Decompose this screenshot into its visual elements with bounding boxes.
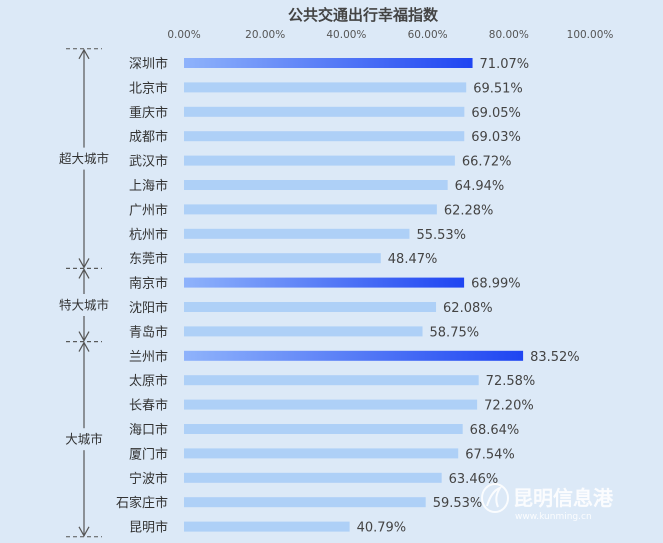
x-tick-label: 100.00% xyxy=(567,29,614,41)
chart-title: 公共交通出行幸福指数 xyxy=(288,6,439,24)
category-label: 东莞市 xyxy=(129,251,168,267)
value-label: 64.94% xyxy=(455,179,505,194)
bar xyxy=(184,131,465,142)
category-label: 兰州市 xyxy=(129,349,168,365)
category-label: 武汉市 xyxy=(129,154,168,170)
bar xyxy=(184,253,381,264)
category-label: 厦门市 xyxy=(129,446,168,462)
bar xyxy=(184,204,437,215)
category-label: 北京市 xyxy=(129,80,168,96)
category-label: 海口市 xyxy=(129,422,168,438)
value-label: 48.47% xyxy=(388,252,438,267)
bar-highlighted xyxy=(184,350,524,361)
value-label: 71.07% xyxy=(480,57,530,72)
watermark: 昆明信息港 www.kunming.cn xyxy=(481,483,614,522)
value-label: 83.52% xyxy=(530,350,580,365)
category-label: 杭州市 xyxy=(129,227,168,243)
category-label: 广州市 xyxy=(129,202,168,218)
value-label: 58.75% xyxy=(430,325,480,340)
bar xyxy=(184,106,465,117)
arrow-down-icon xyxy=(78,526,90,538)
value-label: 69.05% xyxy=(471,106,521,121)
category-label: 成都市 xyxy=(129,129,168,145)
bar xyxy=(184,155,455,166)
value-label: 68.64% xyxy=(470,423,520,438)
value-label: 72.20% xyxy=(484,399,534,414)
bars: 深圳市 71.07% 北京市 69.51% 重庆市 69.05% 成都市 69.03% 武汉市 6… xyxy=(116,56,580,536)
value-label: 62.28% xyxy=(444,203,494,218)
category-label: 长春市 xyxy=(129,398,168,414)
category-label: 南京市 xyxy=(129,276,168,292)
value-label: 62.08% xyxy=(443,301,493,316)
watermark-name: 昆明信息港 xyxy=(513,486,614,510)
category-label: 沈阳市 xyxy=(129,300,168,316)
value-label: 63.46% xyxy=(449,472,499,487)
bar xyxy=(184,180,448,190)
category-label: 石家庄市 xyxy=(116,495,168,511)
bar xyxy=(184,448,459,459)
value-label: 67.54% xyxy=(465,447,515,462)
value-label: 40.79% xyxy=(357,521,407,536)
bar xyxy=(184,424,463,434)
category-label: 宁波市 xyxy=(129,471,168,487)
bar-highlighted xyxy=(184,277,465,288)
bar xyxy=(184,82,467,93)
value-label: 66.72% xyxy=(462,155,512,170)
category-label: 深圳市 xyxy=(129,56,168,72)
bar xyxy=(184,399,478,410)
x-axis-ticks: 0.00% 20.00% 40.00% 60.00% 80.00% 100.00% xyxy=(167,29,613,41)
watermark-url: www.kunming.cn xyxy=(515,512,592,522)
bar xyxy=(184,521,350,532)
x-tick-label: 60.00% xyxy=(408,29,448,41)
group-label: 大城市 xyxy=(65,432,103,447)
value-label: 69.51% xyxy=(473,81,523,96)
category-label: 昆明市 xyxy=(129,520,168,536)
arrow-down-icon xyxy=(78,331,90,342)
arrow-down-icon xyxy=(78,258,90,269)
value-label: 69.03% xyxy=(471,130,521,145)
category-label: 重庆市 xyxy=(129,105,168,121)
bar xyxy=(184,302,437,312)
x-tick-label: 20.00% xyxy=(245,29,285,41)
bar xyxy=(184,472,442,483)
category-label: 上海市 xyxy=(129,178,168,194)
category-label: 太原市 xyxy=(129,373,168,389)
group-label: 超大城市 xyxy=(59,151,109,166)
x-tick-label: 40.00% xyxy=(326,29,366,41)
value-label: 68.99% xyxy=(471,277,521,292)
category-label: 青岛市 xyxy=(129,324,168,340)
kunming-logo xyxy=(481,483,509,513)
value-label: 72.58% xyxy=(486,374,536,389)
group-label: 特大城市 xyxy=(59,298,109,313)
x-tick-label: 80.00% xyxy=(489,29,529,41)
bar xyxy=(184,228,410,239)
bar xyxy=(184,497,426,508)
x-tick-label: 0.00% xyxy=(167,29,200,41)
value-label: 59.53% xyxy=(433,496,483,511)
value-label: 55.53% xyxy=(416,228,466,243)
bar-highlighted xyxy=(184,58,473,68)
bar xyxy=(184,375,479,386)
bar xyxy=(184,326,423,337)
